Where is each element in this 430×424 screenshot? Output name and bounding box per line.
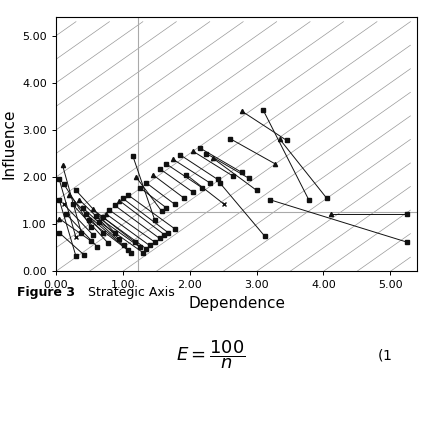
Text: Strategic Axis: Strategic Axis <box>84 286 175 299</box>
Y-axis label: Influence: Influence <box>2 109 17 179</box>
Text: $E=\dfrac{100}{n}$: $E=\dfrac{100}{n}$ <box>176 339 246 371</box>
X-axis label: Dependence: Dependence <box>188 296 285 311</box>
Text: $(1$: $(1$ <box>377 347 392 363</box>
Text: Figure 3: Figure 3 <box>17 286 75 299</box>
